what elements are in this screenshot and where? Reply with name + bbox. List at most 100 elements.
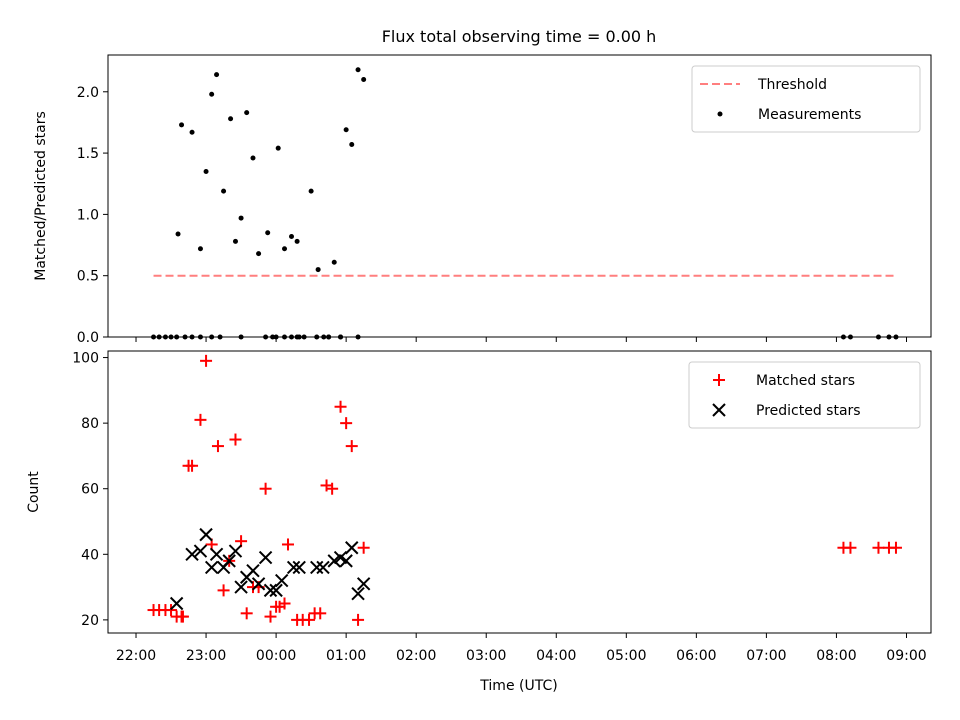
measurement-point (296, 334, 302, 340)
bottom-x-tick-label: 01:00 (326, 648, 366, 664)
matched-star-point (264, 610, 277, 623)
measurement-point (209, 334, 215, 340)
bottom-y-tick-label: 80 (81, 416, 99, 432)
predicted-star-point (258, 550, 273, 565)
predicted-star-point (193, 544, 208, 558)
top-y-ticks: 0.0 0.5 1.0 1.5 2.0 (77, 85, 108, 346)
measurement-point (361, 77, 367, 83)
predicted-star-point (234, 580, 248, 594)
bottom-y-tick-label: 40 (81, 547, 99, 563)
measurement-point (168, 334, 174, 340)
measurement-point (175, 231, 181, 237)
measurement-point (151, 334, 157, 340)
measurement-point (256, 251, 262, 257)
matched-star-point (345, 440, 358, 453)
top-legend: Threshold Measurements (691, 65, 921, 133)
top-x-ticks (135, 337, 907, 342)
measurement-point (197, 246, 203, 252)
matched-star-point (217, 584, 230, 597)
bottom-x-tick-label: 07:00 (746, 648, 786, 664)
measurement-point (343, 127, 349, 133)
predicted-stars-points (169, 527, 371, 611)
predicted-star-point (246, 563, 260, 578)
measurement-point (189, 129, 195, 135)
measurement-point (893, 334, 899, 340)
bottom-y-tick-label: 20 (81, 613, 99, 629)
measurement-point (289, 334, 295, 340)
matched-star-point (303, 613, 316, 626)
bottom-x-tick-label: 00:00 (256, 648, 296, 664)
measurement-point (244, 110, 250, 116)
predicted-star-point (251, 577, 266, 591)
predicted-star-point (339, 554, 353, 568)
measurement-point (282, 334, 288, 340)
predicted-star-point (169, 596, 184, 611)
measurement-point (162, 334, 168, 340)
measurement-point (326, 334, 332, 340)
predicted-stars-legend-swatch (712, 403, 726, 417)
predicted-star-point (269, 583, 283, 598)
predicted-star-point (204, 560, 219, 575)
bottom-plot-area: 20 40 60 80 100 22:00 23:00 00:00 01:00 02:00 03:… (72, 350, 932, 664)
measurement-point (840, 334, 846, 340)
predicted-star-point (185, 547, 199, 562)
measurement-point (265, 230, 271, 236)
bottom-plot-frame (107, 350, 932, 634)
matched-star-point (314, 607, 327, 620)
measurement-point (214, 72, 220, 78)
matched-star-point (229, 433, 242, 446)
predicted-star-point (199, 527, 213, 542)
predicted-stars-legend-label: Predicted stars (756, 403, 861, 419)
measurement-point (338, 334, 344, 340)
measurement-point (331, 259, 337, 265)
matched-star-point (186, 459, 199, 472)
predicted-star-point (345, 541, 359, 555)
matched-star-point (326, 482, 339, 495)
measurement-point (217, 334, 223, 340)
matched-stars-points (147, 354, 902, 626)
measurements-points (151, 67, 899, 340)
measurement-point (314, 334, 320, 340)
measurement-point (238, 334, 244, 340)
matched-star-point (259, 482, 272, 495)
bottom-x-tick-label: 04:00 (536, 648, 576, 664)
matched-star-point (282, 538, 295, 551)
matched-star-point (889, 541, 902, 554)
measurement-point (156, 334, 162, 340)
measurement-point (263, 334, 269, 340)
matched-star-point (211, 440, 224, 453)
bottom-y-tick-label: 60 (81, 482, 99, 498)
matched-star-point (176, 610, 189, 623)
top-plot-frame (107, 54, 932, 338)
bottom-x-tick-label: 22:00 (116, 648, 156, 664)
measurement-point (273, 334, 279, 340)
bottom-y-tick-label: 100 (72, 351, 99, 367)
bottom-y-ticks: 20 40 60 80 100 (72, 351, 108, 629)
measurement-point (232, 238, 238, 244)
predicted-star-point (310, 560, 324, 575)
measurement-point (349, 142, 355, 148)
matched-star-point (357, 541, 370, 554)
measurement-point (301, 334, 307, 340)
matched-stars-legend-label: Matched stars (756, 373, 855, 389)
bottom-y-axis-label: Count (26, 471, 42, 513)
bottom-x-tick-label: 08:00 (816, 648, 856, 664)
predicted-star-point (222, 554, 236, 568)
measurement-point (209, 91, 215, 97)
top-y-tick-label: 0.5 (77, 269, 99, 285)
matched-star-point (334, 400, 347, 413)
top-y-axis-label: Matched/Predicted stars (33, 111, 49, 281)
bottom-legend: Matched stars Predicted stars (688, 361, 921, 429)
matched-star-point (352, 613, 365, 626)
measurements-legend-swatch (717, 111, 723, 117)
predicted-star-point (209, 547, 224, 562)
matched-star-point (200, 354, 213, 367)
top-y-tick-label: 0.0 (77, 330, 99, 346)
measurement-point (238, 215, 244, 221)
bottom-x-ticks: 22:00 23:00 00:00 01:00 02:00 03:00 04:00 05:00… (116, 633, 927, 664)
measurement-point (289, 233, 295, 239)
threshold-legend-label: Threshold (757, 77, 827, 93)
measurement-point (250, 155, 256, 161)
predicted-star-point (274, 573, 289, 588)
predicted-star-point (228, 544, 243, 558)
